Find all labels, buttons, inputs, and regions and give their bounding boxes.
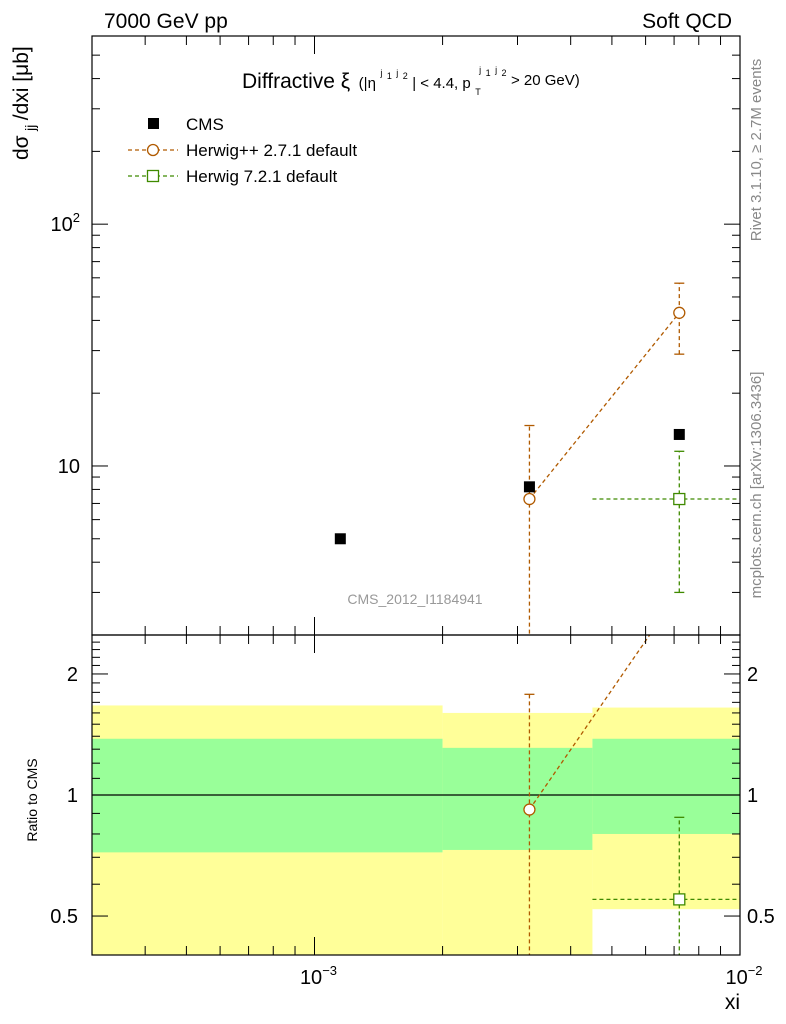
title-main: Diffractive ξ	[242, 70, 350, 93]
ratio-y-tick-label-right-1: 1	[747, 785, 758, 807]
legend-herwig7-marker	[146, 169, 160, 183]
title-mid: | < 4.4, p	[412, 75, 471, 92]
ratio-band-inner-1	[442, 747, 593, 850]
ratio-bands	[92, 705, 740, 955]
legend-cms-marker	[148, 118, 159, 129]
title-pt-sup-sub1: 1	[486, 68, 491, 78]
header-right: Soft QCD	[642, 10, 732, 33]
title-eta-sub1: 1	[387, 71, 392, 81]
title-eta-mid: j	[395, 68, 398, 78]
ratio-herwigpp-point-0	[523, 803, 536, 816]
x-tick-label-base-1: 10	[725, 967, 747, 989]
ratio-band-inner-2	[592, 738, 740, 834]
title-pt-sup-sub2: 2	[502, 68, 507, 78]
ratio-y-tick-label-right-0: 0.5	[747, 906, 775, 928]
chart-title: Diffractive ξ (|η j 1 j 2 | < 4.4, p T j…	[242, 60, 580, 99]
ratio-herwigpp-line	[528, 635, 651, 810]
x-tick-label-1: 10−2	[725, 963, 762, 989]
analysis-watermark: CMS_2012_I1184941	[347, 591, 482, 607]
y-tick-label-exp-1: 2	[73, 210, 80, 225]
ratio-y-tick-label-left-0: 0.5	[50, 906, 78, 928]
header-left: 7000 GeV pp	[104, 10, 228, 33]
ratio-plot-marks	[523, 635, 740, 955]
title-close: > 20 GeV)	[511, 72, 580, 89]
title-eta-sup: j	[379, 68, 382, 78]
y-axis-label-sub: jj	[22, 125, 38, 132]
y-axis-label-rest: /dxi [μb]	[10, 46, 33, 120]
main-plot-marks	[334, 282, 740, 635]
legend-herwigpp-marker	[146, 143, 160, 157]
y-axis-label: dσ jj /dxi [μb]	[10, 46, 39, 160]
ratio-y-axis-label: Ratio to CMS	[24, 758, 40, 841]
title-eta-sub2: 2	[403, 71, 408, 81]
title-pt-sup-mid: j	[494, 65, 497, 75]
main-cms-point-2	[673, 428, 685, 440]
x-tick-label-0: 10−3	[300, 963, 337, 989]
legend-cms-label: CMS	[186, 115, 224, 134]
main-herwigpp-point-0	[523, 492, 536, 506]
main-herwig7-point-0	[673, 492, 686, 506]
main-herwigpp-point-1	[673, 306, 686, 319]
main-cms-point-1	[523, 481, 535, 493]
ratio-y-tick-label-right-2: 2	[747, 664, 758, 686]
title-pt-sup: j	[478, 65, 481, 75]
side-label-rivet: Rivet 3.1.10, ≥ 2.7M events	[748, 59, 765, 242]
y-tick-label-main-1: 102	[51, 210, 80, 236]
ratio-y-tick-label-left-2: 2	[67, 664, 78, 686]
x-axis-label: xi	[725, 991, 740, 1014]
main-cms-point-0	[334, 533, 346, 545]
side-label-mcplots: mcplots.cern.ch [arXiv:1306.3436]	[748, 372, 765, 599]
main-herwigpp-line	[528, 312, 680, 500]
x-tick-label-exp-1: −2	[748, 963, 763, 978]
x-tick-label-base-0: 10	[300, 967, 322, 989]
title-open: (|η	[359, 75, 376, 92]
title-pt-sub: T	[475, 87, 481, 97]
y-tick-label-main-0: 10	[58, 456, 80, 478]
legend: CMS Herwig++ 2.7.1 default Herwig 7.2.1 …	[128, 115, 357, 186]
y-tick-label-base-1: 10	[51, 214, 73, 236]
axis-ticks	[91, 35, 741, 956]
ratio-herwig7-point-0	[673, 893, 686, 906]
y-axis-label-main: dσ	[10, 135, 33, 160]
legend-herwig7-label: Herwig 7.2.1 default	[186, 167, 337, 186]
legend-herwigpp-label: Herwig++ 2.7.1 default	[186, 141, 357, 160]
x-tick-label-exp-0: −3	[322, 963, 337, 978]
ratio-y-tick-label-left-1: 1	[67, 785, 78, 807]
